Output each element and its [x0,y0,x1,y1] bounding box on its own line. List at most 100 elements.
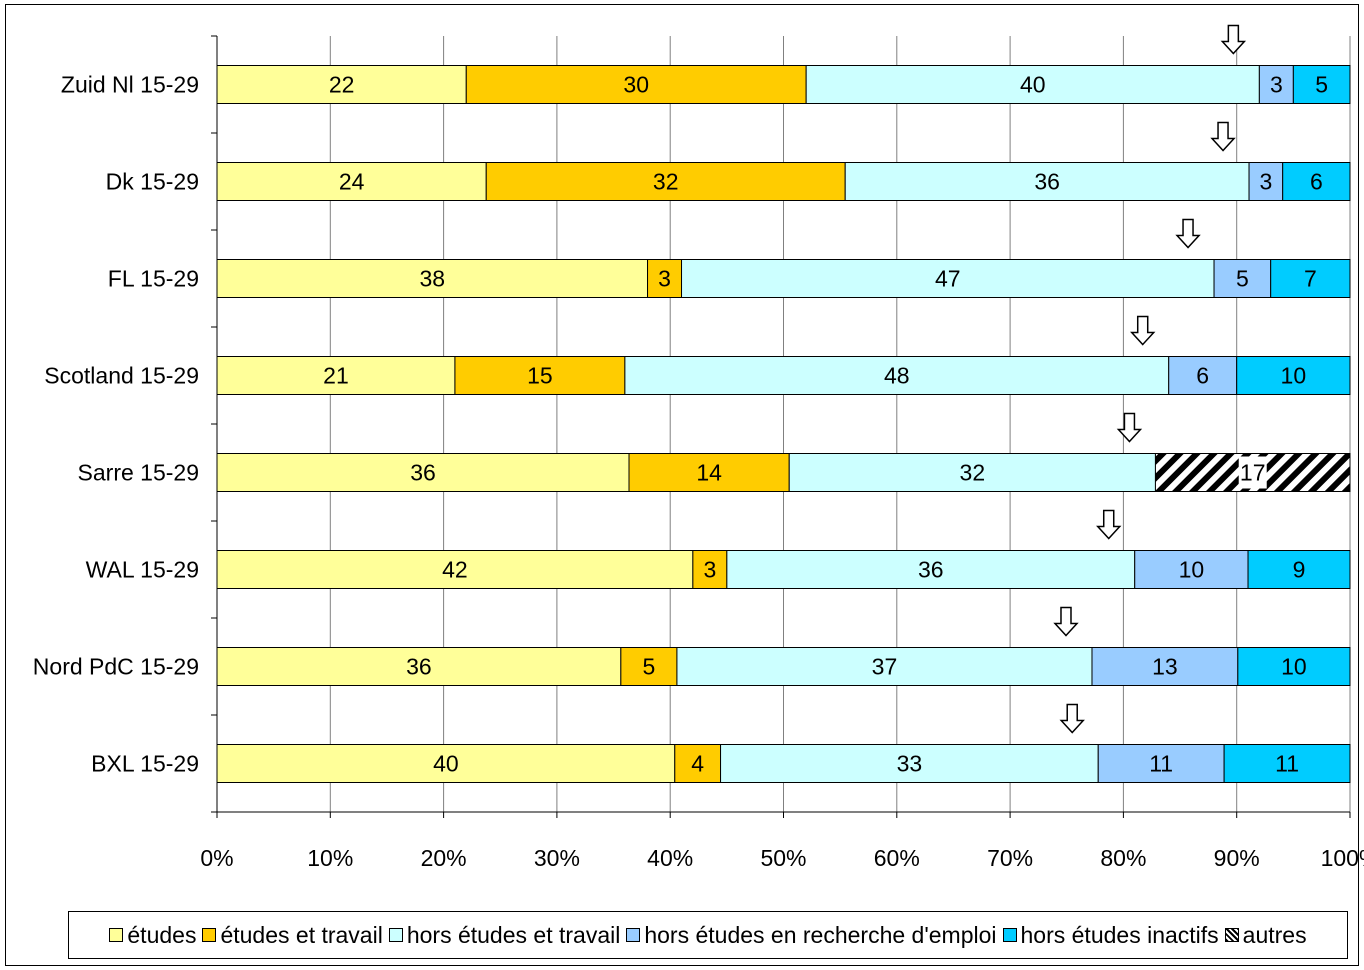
category-label: FL 15-29 [108,266,199,292]
data-label: 36 [918,557,944,583]
bar-segment [216,259,649,298]
category-label: Dk 15-29 [106,169,199,195]
bar-segment [788,453,1156,492]
bar-segment [1236,356,1351,395]
bar-segment [1247,550,1351,589]
bar-segment [805,65,1260,104]
data-label: 5 [642,654,655,680]
legend-label: hors études en recherche d'emploi [644,921,997,948]
data-label: 10 [1281,363,1307,389]
data-label: 37 [872,654,898,680]
bar-segment [720,744,1099,783]
data-label: 15 [527,363,553,389]
x-tick-label: 10% [307,845,353,871]
legend-swatch-icon [626,928,641,942]
bar-segment [1237,647,1351,686]
axes: 0% 10% 20% 30% 40% 50% 60% 70% 80% 90% 100% Zuid Nl… [33,35,1364,871]
bar-segment [216,453,630,492]
down-arrow-markers [1053,24,1247,734]
bar-segment [216,356,456,395]
data-label: 11 [1275,751,1299,777]
legend-swatch-icon [202,928,217,942]
data-label: 32 [653,169,679,195]
down-arrow-icon [1210,121,1236,152]
gridlines [329,36,1351,812]
data-label: 32 [960,460,986,486]
data-label: 42 [442,557,468,583]
data-label: 40 [1020,72,1046,98]
bar-segment [1223,744,1351,783]
down-arrow-icon [1059,703,1085,734]
bar-segment [1091,647,1239,686]
x-tick-label: 30% [534,845,580,871]
bar-segment [647,259,683,298]
x-tick-label: 40% [647,845,693,871]
data-label: 36 [410,460,436,486]
bar-segment [1134,550,1249,589]
x-tick-label: 20% [421,845,467,871]
legend-swatch-icon [1224,928,1239,942]
bar-segment [624,356,1170,395]
bar-segment [1213,259,1272,298]
data-label: 17 [1240,460,1266,486]
data-label-background [1238,456,1267,489]
bar-segment [1270,259,1351,298]
data-label: 5 [1315,72,1328,98]
legend-label: études et travail [220,921,383,948]
category-label: Zuid Nl 15-29 [61,72,199,98]
legend: études études et travail hors études et tr… [68,911,1348,959]
data-label: 6 [1310,169,1323,195]
category-label: Sarre 15-29 [78,460,199,486]
x-tick-label: 50% [760,845,806,871]
bar-segment [216,744,676,783]
down-arrow-icon [1096,509,1122,540]
data-label: 21 [323,363,349,389]
bar-segment [620,647,678,686]
category-label: Scotland 15-29 [44,363,199,389]
legend-item: hors études inactifs [1002,921,1219,949]
legend-label: hors études et travail [406,921,621,948]
category-label: Nord PdC 15-29 [33,654,199,680]
data-label: 10 [1179,557,1205,583]
legend-item: études [109,922,196,949]
data-label: 3 [1270,72,1283,98]
data-label: 3 [703,557,716,583]
category-label: WAL 15-29 [86,557,199,583]
x-tick-label: 60% [874,845,920,871]
bar-segment [676,647,1093,686]
legend-swatch-icon [1002,928,1017,942]
bar-segment [1292,65,1351,104]
x-tick-label: 70% [987,845,1033,871]
x-tick-label: 100% [1321,845,1364,871]
legend-item: autres [1224,921,1307,949]
bar-segment [485,162,846,201]
data-label: 36 [1034,169,1060,195]
legend-item: hors études et travail [388,921,621,949]
legend-swatch-icon [388,928,403,942]
legend-item: études et travail [202,921,383,949]
legend-label: autres [1242,921,1307,948]
data-label: 9 [1293,557,1306,583]
data-label: 30 [623,72,649,98]
legend-label: hors études inactifs [1020,921,1219,948]
data-label: 5 [1236,266,1249,292]
data-label: 7 [1304,266,1317,292]
data-label: 13 [1152,654,1178,680]
category-label: BXL 15-29 [91,751,199,777]
legend-item: hors études en recherche d'emploi [626,921,997,949]
data-label: 10 [1281,654,1307,680]
bar-segment [1258,65,1294,104]
data-label: 3 [1259,169,1272,195]
data-label: 33 [897,751,923,777]
bar-segment [1248,162,1284,201]
data-label: 4 [691,751,704,777]
x-tick-label: 80% [1100,845,1146,871]
data-label: 6 [1196,363,1209,389]
down-arrow-icon [1053,606,1079,637]
bar-segment [1097,744,1225,783]
bar-segment [681,259,1215,298]
legend-swatch-icon [109,928,124,942]
down-arrow-icon [1116,412,1143,443]
